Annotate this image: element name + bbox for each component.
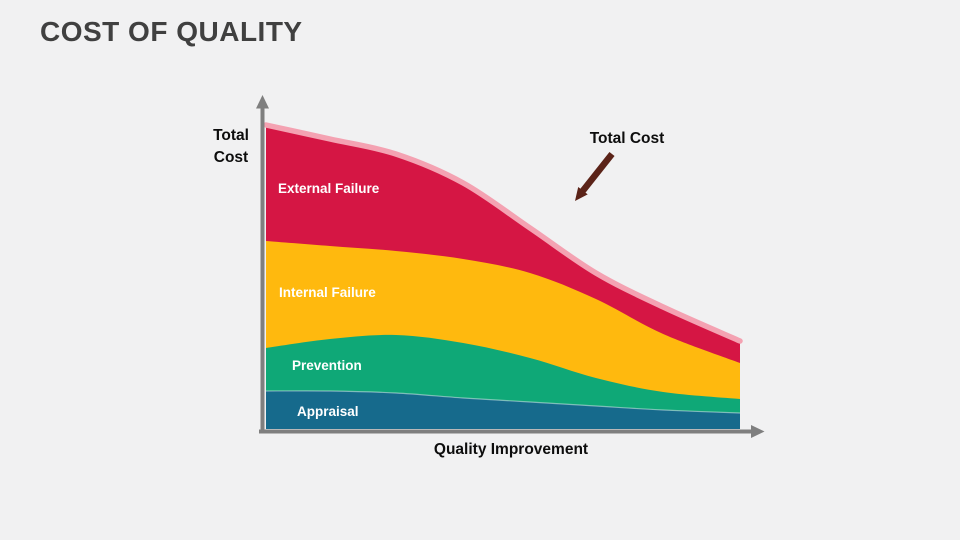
y-axis-arrowhead-icon [256, 95, 269, 109]
slide-title: COST OF QUALITY [40, 16, 303, 47]
y-axis-label-line2: Cost [213, 149, 249, 166]
total-cost-arrow-head-icon [575, 187, 588, 201]
total-cost-arrow-shaft [578, 151, 615, 195]
total-cost-annotation-label: Total Cost [589, 130, 665, 147]
y-axis-label: Total Cost [201, 125, 261, 169]
y-axis-label-line1: Total [213, 127, 249, 144]
band-label-internal-failure: Internal Failure [279, 285, 376, 300]
appraisal-boundary-highlight [265, 390, 741, 414]
band-label-prevention: Prevention [292, 358, 362, 373]
band-label-appraisal: Appraisal [297, 404, 359, 419]
total-cost-curve [263, 122, 743, 344]
x-axis-label: Quality Improvement [433, 441, 589, 458]
x-axis-arrowhead-icon [751, 425, 765, 438]
area-appraisal [266, 390, 740, 429]
band-label-external-failure: External Failure [278, 181, 380, 196]
